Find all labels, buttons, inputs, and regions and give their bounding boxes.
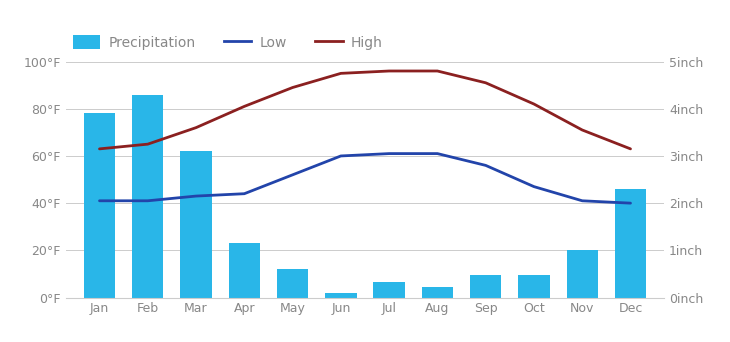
Bar (180, 151, 212, 298)
Bar (277, 269, 308, 298)
Bar (566, 250, 598, 298)
Bar (422, 287, 453, 298)
Bar (470, 275, 502, 298)
Bar (228, 243, 260, 298)
Bar (518, 275, 550, 298)
Bar (325, 293, 356, 298)
Bar (615, 189, 646, 298)
Legend: Precipitation, Low, High: Precipitation, Low, High (73, 35, 383, 50)
Bar (84, 114, 115, 298)
Bar (374, 282, 405, 298)
Bar (132, 95, 164, 298)
